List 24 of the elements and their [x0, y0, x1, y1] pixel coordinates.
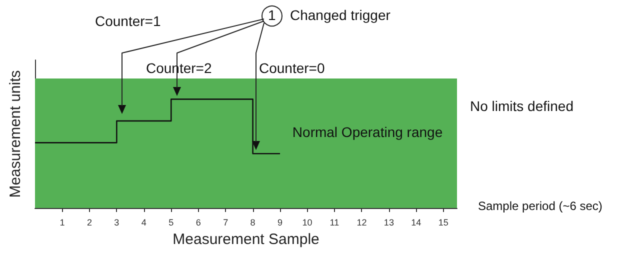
y-axis-title: Measurement units — [7, 70, 24, 198]
x-tick-label: 7 — [223, 218, 228, 228]
x-tick-label: 4 — [141, 218, 146, 228]
text: 1 — [268, 7, 276, 23]
text: Counter=0 — [259, 60, 325, 76]
band-label: Normal Operating range — [292, 124, 443, 140]
x-tick-label: 8 — [250, 218, 256, 228]
x-tick-label: 2 — [86, 218, 92, 228]
x-tick-label: 15 — [438, 218, 448, 228]
text: Changed trigger — [290, 7, 391, 23]
x-tick-label: 13 — [384, 218, 394, 228]
x-tick-label: 6 — [196, 218, 201, 228]
x-axis-title: Measurement Sample — [172, 231, 320, 248]
x-tick-label: 1 — [60, 218, 65, 228]
x-tick-label: 5 — [168, 218, 174, 228]
x-tick-label: 11 — [330, 218, 340, 228]
x-tick-label: 10 — [302, 218, 312, 228]
x-tick-label: 12 — [356, 218, 367, 228]
x-tick-label: 9 — [278, 218, 283, 228]
text: Sample period (~6 sec) — [478, 199, 602, 213]
text: Counter=1 — [95, 13, 161, 29]
x-tick-label: 3 — [114, 218, 120, 228]
text: No limits defined — [470, 98, 574, 114]
x-tick-label: 14 — [411, 218, 422, 228]
